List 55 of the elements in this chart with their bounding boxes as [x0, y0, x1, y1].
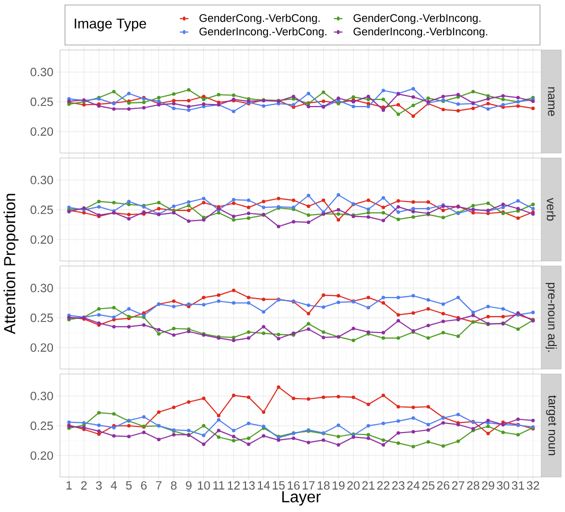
x-tick-label: 24	[407, 481, 420, 490]
y-tick-label: 0.20	[30, 235, 53, 244]
y-tick-label: 0.30	[30, 68, 53, 76]
text: pre-noun adj.	[546, 282, 557, 352]
text: verb	[546, 198, 556, 221]
x-tick-label: 7	[156, 481, 162, 490]
x-tick-label: 14	[258, 481, 270, 490]
x-tick-label: 8	[170, 481, 177, 490]
x-tick-label: 4	[110, 481, 117, 490]
x-tick-label: 16	[288, 481, 300, 490]
text: target noun	[546, 395, 556, 456]
x-tick-label: 27	[452, 481, 464, 490]
x-tick-label: 2	[81, 481, 87, 490]
x-tick-label: 26	[437, 481, 450, 490]
x-tick-label: 30	[496, 481, 510, 490]
x-tick-label: 20	[347, 481, 360, 490]
y-tick-label: 0.25	[30, 206, 53, 214]
y-tick-label: 0.20	[30, 127, 53, 136]
legend-title: Image Type	[74, 18, 146, 32]
y-tick-label: 0.25	[30, 314, 53, 322]
x-tick-label: 15	[272, 481, 285, 490]
y-tick-label: 0.20	[30, 343, 53, 352]
y-axis-title: Attention Proportion	[4, 194, 18, 334]
x-tick-label: 12	[228, 481, 240, 490]
x-tick-label: 25	[422, 481, 434, 490]
x-tick-label: 17	[302, 481, 315, 490]
legend-label: GenderIncong.-VerbCong.	[200, 27, 326, 38]
legend-label: GenderCong.-VerbCong.	[200, 14, 320, 24]
y-tick-label: 0.25	[30, 98, 53, 106]
text: name	[548, 87, 554, 116]
x-tick-label: 10	[198, 481, 210, 490]
x-tick-label: 11	[213, 481, 224, 490]
x-tick-label: 9	[186, 481, 192, 490]
y-tick-label: 0.30	[30, 392, 53, 400]
x-tick-label: 19	[332, 481, 345, 490]
legend-label: GenderIncong.-VerbIncong.	[354, 27, 488, 38]
x-tick-label: 18	[318, 481, 330, 490]
x-tick-label: 22	[377, 481, 390, 490]
x-tick-label: 1	[66, 481, 72, 490]
x-axis-title: Layer	[282, 491, 321, 506]
x-tick-label: 21	[362, 481, 374, 490]
y-tick-label: 0.25	[30, 422, 53, 430]
x-tick-label: 3	[96, 481, 102, 490]
x-tick-label: 31	[512, 481, 524, 490]
x-tick-label: 32	[526, 481, 540, 490]
legend-label: GenderCong.-VerbIncong.	[354, 14, 480, 24]
x-tick-label: 6	[141, 481, 147, 490]
x-tick-label: 28	[467, 481, 480, 490]
x-tick-label: 13	[242, 481, 255, 490]
y-tick-label: 0.30	[30, 284, 53, 292]
x-tick-label: 23	[392, 481, 404, 490]
x-tick-label: 5	[126, 481, 132, 490]
y-tick-label: 0.20	[30, 451, 53, 460]
y-tick-label: 0.30	[30, 176, 53, 184]
x-tick-label: 29	[482, 481, 494, 490]
